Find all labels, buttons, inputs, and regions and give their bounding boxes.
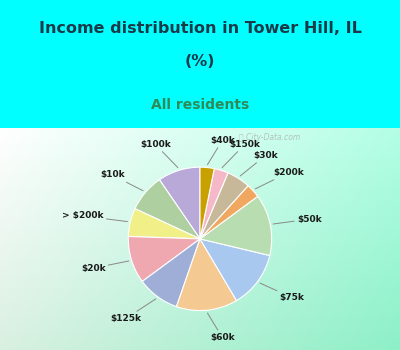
Wedge shape bbox=[160, 167, 200, 239]
Text: $50k: $50k bbox=[273, 215, 322, 224]
Wedge shape bbox=[176, 239, 236, 310]
Text: $10k: $10k bbox=[100, 170, 143, 191]
Text: $125k: $125k bbox=[110, 299, 156, 323]
Wedge shape bbox=[200, 186, 258, 239]
Wedge shape bbox=[142, 239, 200, 307]
Text: $40k: $40k bbox=[208, 136, 235, 165]
Wedge shape bbox=[200, 173, 248, 239]
Wedge shape bbox=[200, 169, 228, 239]
Wedge shape bbox=[135, 180, 200, 239]
Text: $150k: $150k bbox=[222, 140, 260, 168]
Text: > $200k: > $200k bbox=[62, 211, 128, 222]
Text: $30k: $30k bbox=[240, 151, 278, 176]
Text: $20k: $20k bbox=[81, 261, 129, 273]
Text: $60k: $60k bbox=[208, 313, 234, 342]
Text: $75k: $75k bbox=[260, 283, 304, 302]
Wedge shape bbox=[200, 167, 214, 239]
Wedge shape bbox=[128, 209, 200, 239]
Text: All residents: All residents bbox=[151, 98, 249, 112]
Text: Income distribution in Tower Hill, IL: Income distribution in Tower Hill, IL bbox=[38, 21, 362, 36]
Text: (%): (%) bbox=[185, 54, 215, 69]
Wedge shape bbox=[128, 237, 200, 281]
Text: ⓘ City-Data.com: ⓘ City-Data.com bbox=[240, 133, 301, 141]
Text: $200k: $200k bbox=[255, 168, 304, 189]
Wedge shape bbox=[200, 239, 270, 301]
Wedge shape bbox=[200, 196, 272, 256]
Text: $100k: $100k bbox=[140, 140, 178, 168]
